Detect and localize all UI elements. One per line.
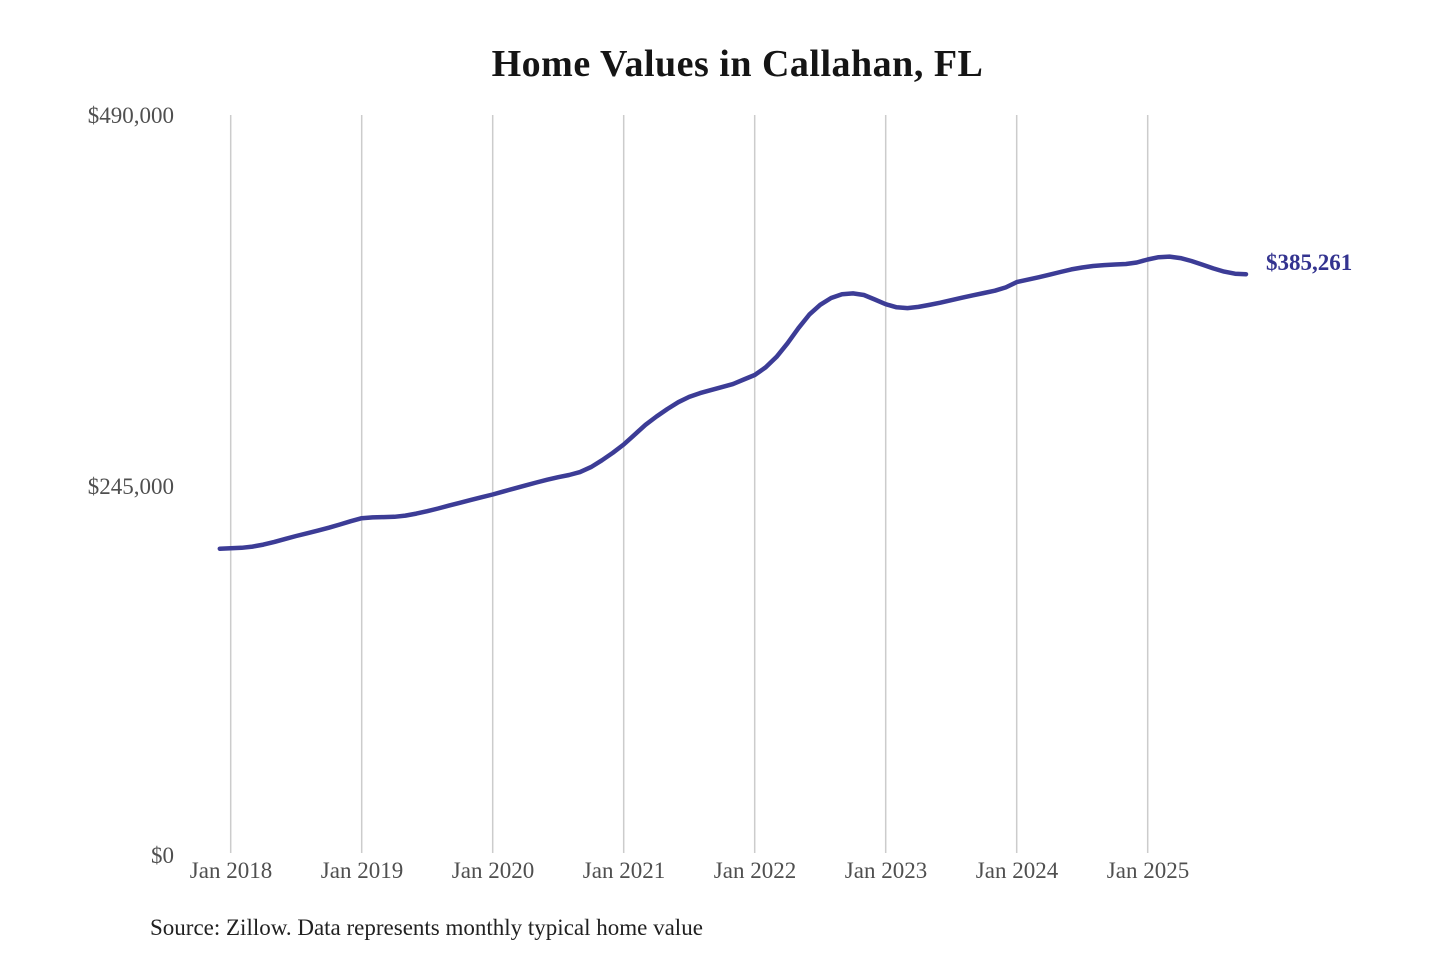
latest-value-label: $385,261 <box>1266 250 1353 275</box>
source-note: Source: Zillow. Data represents monthly … <box>150 915 703 940</box>
x-axis-tick-jan-2024: Jan 2024 <box>975 858 1059 883</box>
x-axis-tick-jan-2018: Jan 2018 <box>189 858 273 883</box>
x-axis-tick-jan-2021: Jan 2021 <box>582 858 666 883</box>
x-axis-tick-jan-2019: Jan 2019 <box>320 858 404 883</box>
x-axis-tick-jan-2025: Jan 2025 <box>1106 858 1190 883</box>
x-axis-tick-jan-2022: Jan 2022 <box>713 858 797 883</box>
y-axis-tick-490000: $490,000 <box>87 103 174 128</box>
y-axis-tick-0: $0 <box>151 843 174 868</box>
x-axis-tick-jan-2020: Jan 2020 <box>451 858 535 883</box>
y-axis-tick-245000: $245,000 <box>87 474 174 499</box>
x-axis-tick-jan-2023: Jan 2023 <box>844 858 928 883</box>
chart-title: Home Values in Callahan, FL <box>491 43 984 85</box>
home-value-line-series <box>217 254 1249 551</box>
